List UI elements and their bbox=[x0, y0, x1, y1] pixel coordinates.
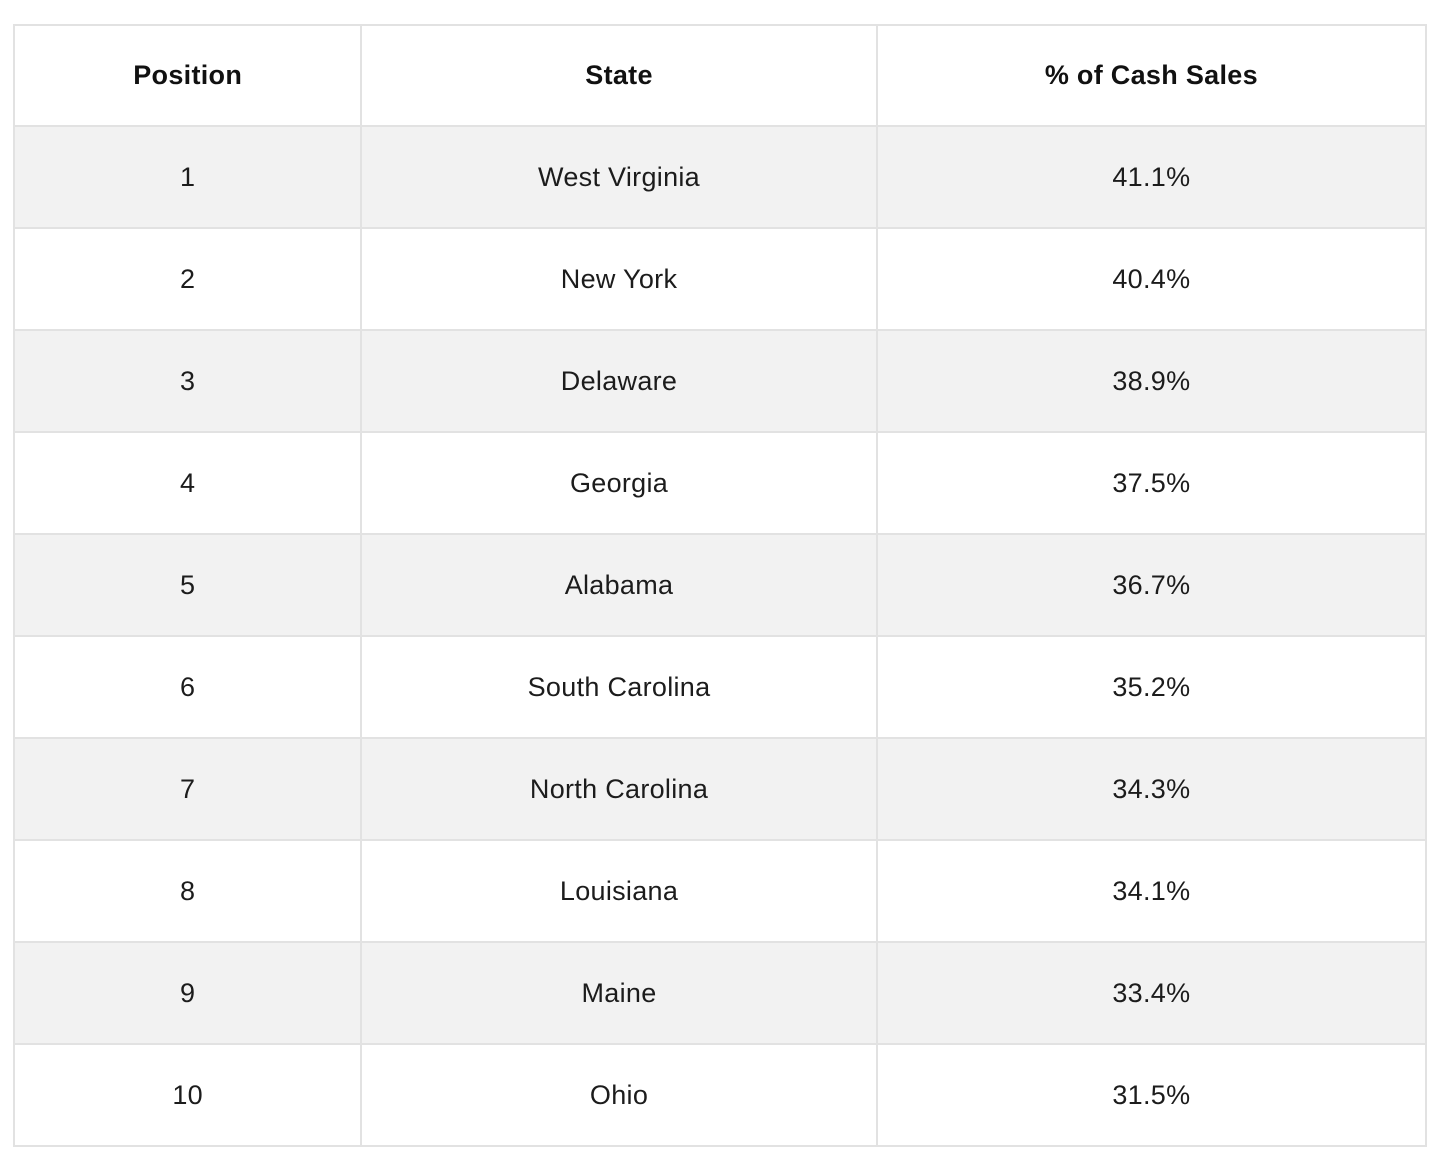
cell-pct: 40.4% bbox=[875, 227, 1428, 331]
table-row: 8 Louisiana 34.1% bbox=[12, 839, 1428, 943]
cash-sales-table-container: Position State % of Cash Sales 1 West Vi… bbox=[12, 24, 1428, 1147]
table-row: 1 West Virginia 41.1% bbox=[12, 125, 1428, 229]
cell-state: Ohio bbox=[360, 1043, 878, 1147]
cell-state: South Carolina bbox=[360, 635, 878, 739]
cell-pct: 34.3% bbox=[875, 737, 1428, 841]
cell-position: 1 bbox=[12, 125, 363, 229]
cell-pct: 35.2% bbox=[875, 635, 1428, 739]
cell-state: New York bbox=[360, 227, 878, 331]
cell-pct: 33.4% bbox=[875, 941, 1428, 1045]
cell-position: 10 bbox=[12, 1043, 363, 1147]
cell-position: 2 bbox=[12, 227, 363, 331]
cell-position: 4 bbox=[12, 431, 363, 535]
cell-pct: 31.5% bbox=[875, 1043, 1428, 1147]
cell-position: 7 bbox=[12, 737, 363, 841]
column-header-state: State bbox=[360, 24, 878, 127]
table-row: 3 Delaware 38.9% bbox=[12, 329, 1428, 433]
table-row: 10 Ohio 31.5% bbox=[12, 1043, 1428, 1147]
cell-pct: 37.5% bbox=[875, 431, 1428, 535]
cell-position: 9 bbox=[12, 941, 363, 1045]
table-row: 9 Maine 33.4% bbox=[12, 941, 1428, 1045]
cell-state: Georgia bbox=[360, 431, 878, 535]
cell-state: North Carolina bbox=[360, 737, 878, 841]
table-row: 6 South Carolina 35.2% bbox=[12, 635, 1428, 739]
column-header-position: Position bbox=[12, 24, 363, 127]
column-header-pct-cash-sales: % of Cash Sales bbox=[875, 24, 1428, 127]
cell-position: 5 bbox=[12, 533, 363, 637]
cash-sales-by-state-table: Position State % of Cash Sales 1 West Vi… bbox=[12, 24, 1428, 1147]
table-row: 4 Georgia 37.5% bbox=[12, 431, 1428, 535]
cell-position: 8 bbox=[12, 839, 363, 943]
cell-state: Alabama bbox=[360, 533, 878, 637]
cell-pct: 41.1% bbox=[875, 125, 1428, 229]
cell-state: Louisiana bbox=[360, 839, 878, 943]
cell-pct: 34.1% bbox=[875, 839, 1428, 943]
cell-state: West Virginia bbox=[360, 125, 878, 229]
table-row: 2 New York 40.4% bbox=[12, 227, 1428, 331]
table-header-row: Position State % of Cash Sales bbox=[12, 24, 1428, 127]
cell-pct: 38.9% bbox=[875, 329, 1428, 433]
cell-position: 6 bbox=[12, 635, 363, 739]
table-row: 7 North Carolina 34.3% bbox=[12, 737, 1428, 841]
cell-pct: 36.7% bbox=[875, 533, 1428, 637]
table-row: 5 Alabama 36.7% bbox=[12, 533, 1428, 637]
cell-state: Delaware bbox=[360, 329, 878, 433]
cell-state: Maine bbox=[360, 941, 878, 1045]
cell-position: 3 bbox=[12, 329, 363, 433]
